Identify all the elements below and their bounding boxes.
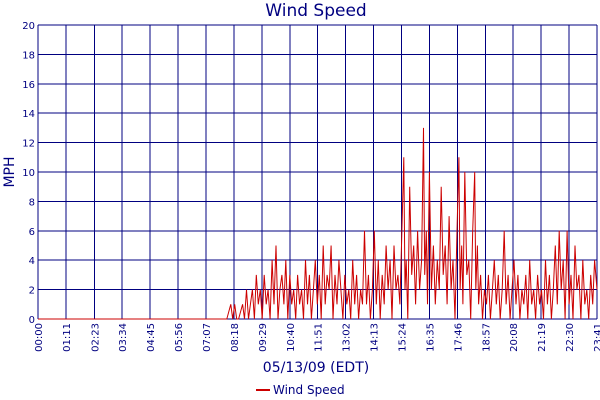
y-axis-label: MPH — [2, 156, 18, 187]
x-tick-labels: 00:00 01:11 02:23 03:34 04:45 05:56 07:07 08:18… — [34, 323, 600, 352]
x-tick-label: 00:00 — [34, 323, 45, 352]
x-tick-label: 15:24 — [397, 323, 408, 352]
y-tick-label: 18 — [22, 50, 35, 61]
x-tick-label: 11:51 — [314, 323, 325, 352]
x-tick-label: 23:41 — [593, 323, 600, 352]
x-tick-label: 05:56 — [174, 323, 185, 352]
series-layer — [38, 127, 598, 320]
x-tick-label: 14:13 — [370, 323, 381, 352]
x-tick-label: 13:02 — [342, 323, 353, 352]
y-tick-label: 16 — [22, 80, 35, 91]
x-axis-label: 05/13/09 (EDT) — [263, 360, 369, 376]
y-tick-label: 12 — [22, 139, 35, 150]
x-tick-label: 16:35 — [425, 323, 436, 352]
x-tick-label: 20:08 — [509, 323, 520, 352]
x-tick-label: 09:29 — [258, 323, 269, 352]
x-tick-label: 07:07 — [202, 323, 213, 352]
x-tick-label: 21:19 — [537, 323, 548, 352]
y-tick-label: 2 — [29, 286, 35, 297]
x-tick-label: 10:40 — [286, 323, 297, 352]
y-tick-label: 14 — [22, 109, 35, 120]
x-tick-label: 08:18 — [230, 323, 241, 352]
x-tick-label: 22:30 — [565, 323, 576, 352]
x-tick-label: 17:46 — [453, 323, 464, 352]
x-tick-label: 18:57 — [481, 323, 492, 352]
y-tick-label: 4 — [29, 256, 35, 267]
x-tick-label: 04:45 — [146, 323, 157, 352]
x-tick-label: 01:11 — [62, 323, 73, 352]
y-tick-label: 10 — [22, 168, 35, 179]
legend-label: Wind Speed — [273, 383, 345, 397]
y-tick-labels: 0 2 4 6 8 10 12 14 16 18 20 — [22, 21, 35, 326]
series-line — [38, 127, 598, 320]
y-tick-label: 20 — [22, 21, 35, 32]
legend: Wind Speed — [256, 383, 345, 397]
chart-title: Wind Speed — [265, 1, 366, 21]
y-tick-label: 0 — [29, 315, 35, 326]
x-tick-label: 02:23 — [90, 323, 101, 352]
y-tick-label: 6 — [29, 227, 35, 238]
grid-lines — [37, 24, 598, 320]
y-tick-label: 8 — [29, 197, 35, 208]
x-tick-label: 03:34 — [118, 323, 129, 352]
